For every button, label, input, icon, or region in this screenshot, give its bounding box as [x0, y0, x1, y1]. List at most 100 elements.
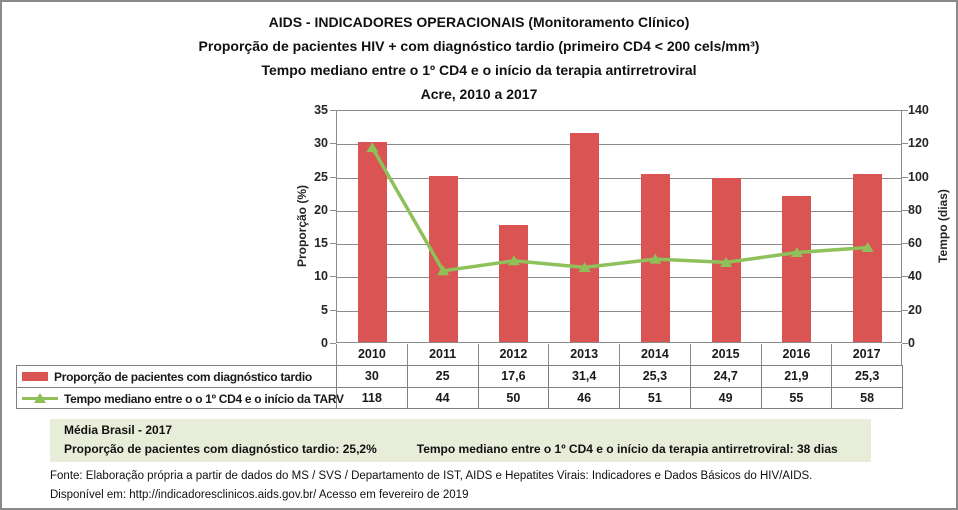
line-marker-2016 [790, 246, 803, 257]
grid-line [337, 177, 901, 179]
y-right-tick [902, 110, 908, 111]
table-cell-line-2011: 44 [406, 387, 478, 409]
y-right-tick-label: 80 [908, 202, 922, 217]
x-axis-label-2010: 2010 [336, 344, 407, 365]
table-cell-bar-2011: 25 [406, 365, 478, 387]
table-cell-bar-2015: 24,7 [689, 365, 761, 387]
line-path [370, 145, 870, 273]
x-axis-label-2011: 2011 [406, 344, 478, 365]
grid-line [337, 144, 901, 146]
y-left-tick-label: 0 [321, 336, 328, 350]
y-right-tick [902, 143, 908, 145]
line-marker-2012 [507, 255, 520, 266]
line-series [366, 142, 874, 276]
x-axis-label-2014: 2014 [619, 344, 690, 365]
chart-title-line-1: AIDS - INDICADORES OPERACIONAIS (Monitor… [268, 14, 690, 30]
y-left-tick-label: 35 [314, 103, 328, 117]
y-left-tick [330, 209, 336, 211]
line-marker-2011 [437, 265, 450, 276]
y-left-tick-label: 15 [314, 236, 328, 251]
x-axis-label-2012: 2012 [477, 344, 549, 365]
y-right-tick-label: 120 [908, 136, 929, 151]
y-right-tick-label: 40 [908, 269, 922, 284]
media-brasil-box: Média Brasil - 2017 Proporção de pacient… [50, 419, 871, 462]
media-brasil-tempo: Tempo mediano entre o 1º CD4 e o início … [416, 442, 838, 456]
y-right-tick [902, 243, 908, 245]
grid-line [337, 210, 901, 212]
x-axis-label-2015: 2015 [689, 344, 761, 365]
grid-line [337, 310, 901, 312]
grid-line [337, 277, 901, 279]
y-right-tick-label: 60 [908, 236, 922, 251]
legend-row-tempo: Tempo mediano entre o o 1º CD4 e o iníci… [16, 387, 344, 409]
table-cell-line-2016: 55 [760, 387, 832, 409]
table-cell-bar-2013: 31,4 [548, 365, 619, 387]
line-marker-2015 [720, 256, 733, 267]
y-left-tick-label: 10 [314, 269, 328, 284]
y-right-tick [902, 276, 908, 278]
y-left-tick-label: 25 [314, 169, 328, 184]
y-left-tick [330, 343, 336, 344]
table-cell-bar-2010: 30 [336, 365, 407, 387]
y-left-tick [330, 276, 336, 278]
line-marker-2014 [649, 253, 662, 264]
bar-2017 [853, 173, 883, 342]
data-table: Proporção de pacientes com diagnóstico t… [16, 365, 903, 409]
y-left-tick-label: 20 [314, 202, 328, 217]
line-marker-2013 [578, 261, 591, 272]
x-axis-label-2017: 2017 [831, 344, 902, 365]
media-brasil-title: Média Brasil - 2017 [64, 423, 173, 437]
bar-2010 [357, 142, 387, 342]
triangle-marker-icon [34, 393, 46, 403]
chart-title: AIDS - INDICADORES OPERACIONAIS (Monitor… [2, 10, 956, 106]
y-left-tick [330, 110, 336, 111]
y-right-tick-label: 100 [908, 169, 929, 184]
grid-line [337, 244, 901, 246]
bar-2016 [782, 196, 812, 342]
table-cell-line-2013: 46 [548, 387, 619, 409]
bar-2013 [570, 132, 600, 342]
table-cell-bar-2017: 25,3 [831, 365, 902, 387]
y-right-tick-label: 140 [908, 103, 929, 117]
line-marker-2017 [861, 241, 874, 252]
table-cell-line-2010: 118 [336, 387, 407, 409]
table-cell-bar-2016: 21,9 [760, 365, 832, 387]
source-line-2: Disponível em: http://indicadoresclinico… [50, 489, 469, 501]
table-cell-bar-2012: 17,6 [477, 365, 549, 387]
y-left-tick-label: 30 [314, 136, 328, 151]
y-left-tick [330, 243, 336, 245]
legend-label-tempo: Tempo mediano entre o o 1º CD4 e o iníci… [64, 391, 344, 406]
x-axis-label-2013: 2013 [548, 344, 619, 365]
line-marker-2010 [366, 142, 379, 153]
table-cell-line-2015: 49 [689, 387, 761, 409]
chart-title-line-3: Tempo mediano entre o 1º CD4 e o início … [261, 62, 697, 78]
y-right-tick [902, 209, 908, 211]
y-right-tick [902, 176, 908, 178]
y-right-tick-label: 20 [908, 302, 922, 317]
media-brasil-proporcao: Proporção de pacientes com diagnóstico t… [64, 442, 377, 456]
legend-label-proporcao: Proporção de pacientes com diagnóstico t… [54, 369, 312, 384]
y-left-tick [330, 143, 336, 145]
legend-row-proporcao: Proporção de pacientes com diagnóstico t… [16, 365, 336, 387]
y-right-tick [902, 309, 908, 311]
table-cell-line-2014: 51 [619, 387, 690, 409]
bar-2011 [428, 175, 458, 342]
bar-2012 [499, 224, 529, 342]
media-brasil-values: Proporção de pacientes com diagnóstico t… [64, 442, 838, 456]
source-line-1: Fonte: Elaboração própria a partir de da… [50, 470, 813, 482]
y-left-tick [330, 309, 336, 311]
y-left-tick [330, 176, 336, 178]
chart-title-line-4: Acre, 2010 a 2017 [420, 86, 538, 102]
table-cell-bar-2014: 25,3 [619, 365, 690, 387]
y-right-tick-label: 0 [908, 336, 915, 350]
y-right-tick [902, 343, 908, 344]
y-left-tick-label: 5 [321, 302, 328, 317]
line-series-key [22, 393, 58, 404]
bar-series-swatch [22, 372, 48, 381]
table-cell-line-2012: 50 [477, 387, 549, 409]
table-cell-line-2017: 58 [831, 387, 902, 409]
chart-title-line-2: Proporção de pacientes HIV + com diagnós… [198, 38, 760, 54]
x-axis-label-2016: 2016 [760, 344, 832, 365]
plot-area [336, 110, 902, 343]
